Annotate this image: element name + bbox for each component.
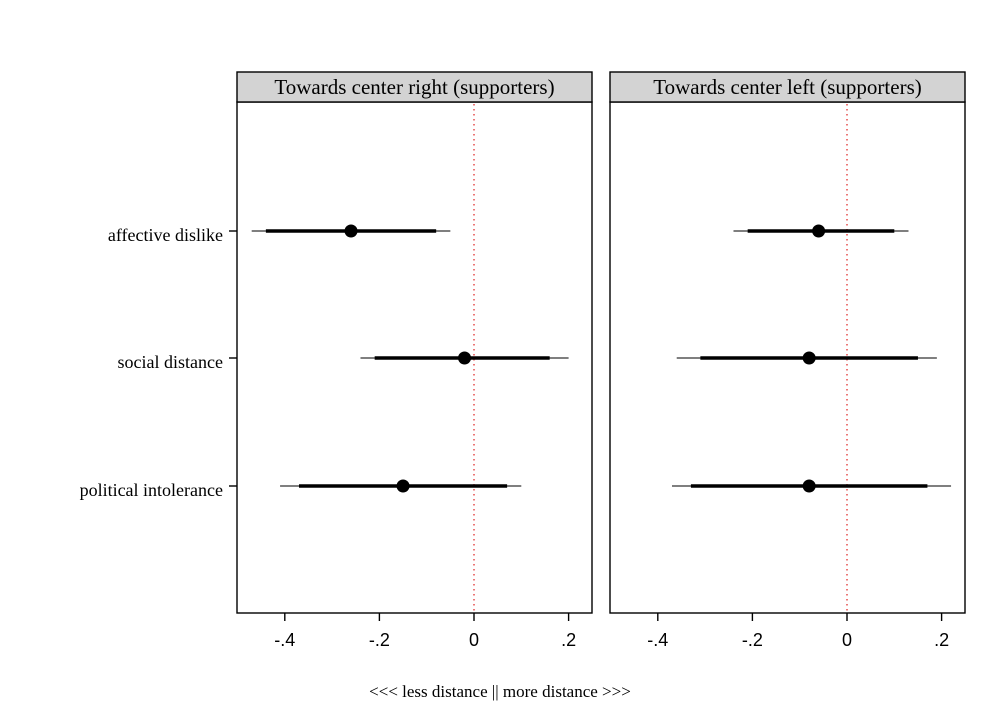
x-tick-label: -.2 [369,630,390,650]
x-tick-label: .2 [561,630,576,650]
panel-header [236,71,593,103]
x-tick-label: -.4 [274,630,295,650]
point-estimate [802,351,816,365]
panel-title: Towards center right (supporters) [274,75,554,99]
x-axis-title: <<< less distance || more distance >>> [369,682,631,701]
panel-header [609,71,966,103]
point-estimate [396,479,410,493]
x-tick-label: -.2 [742,630,763,650]
point-estimate [812,224,826,238]
y-category-label: political intolerance [80,480,223,500]
y-category-label: affective dislike [108,225,223,245]
panel-2: Towards center left (supporters) -.4 -.2 0.… [609,71,966,650]
y-category-label: social distance [118,352,223,372]
x-tick-label: -.4 [647,630,668,650]
panel-title: Towards center left (supporters) [653,75,922,99]
x-tick-label: 0 [469,630,479,650]
point-estimate [458,351,472,365]
point-estimate [802,479,816,493]
panel-1: Towards center right (supporters) -.4 -.2 0… [236,71,593,650]
panels-layer: Towards center right (supporters) -.4 -.2 0… [236,71,966,650]
point-estimate [344,224,358,238]
y-axis-labels: affective dislike social distance politica… [80,225,237,500]
x-tick-label: 0 [842,630,852,650]
x-tick-label: .2 [934,630,949,650]
